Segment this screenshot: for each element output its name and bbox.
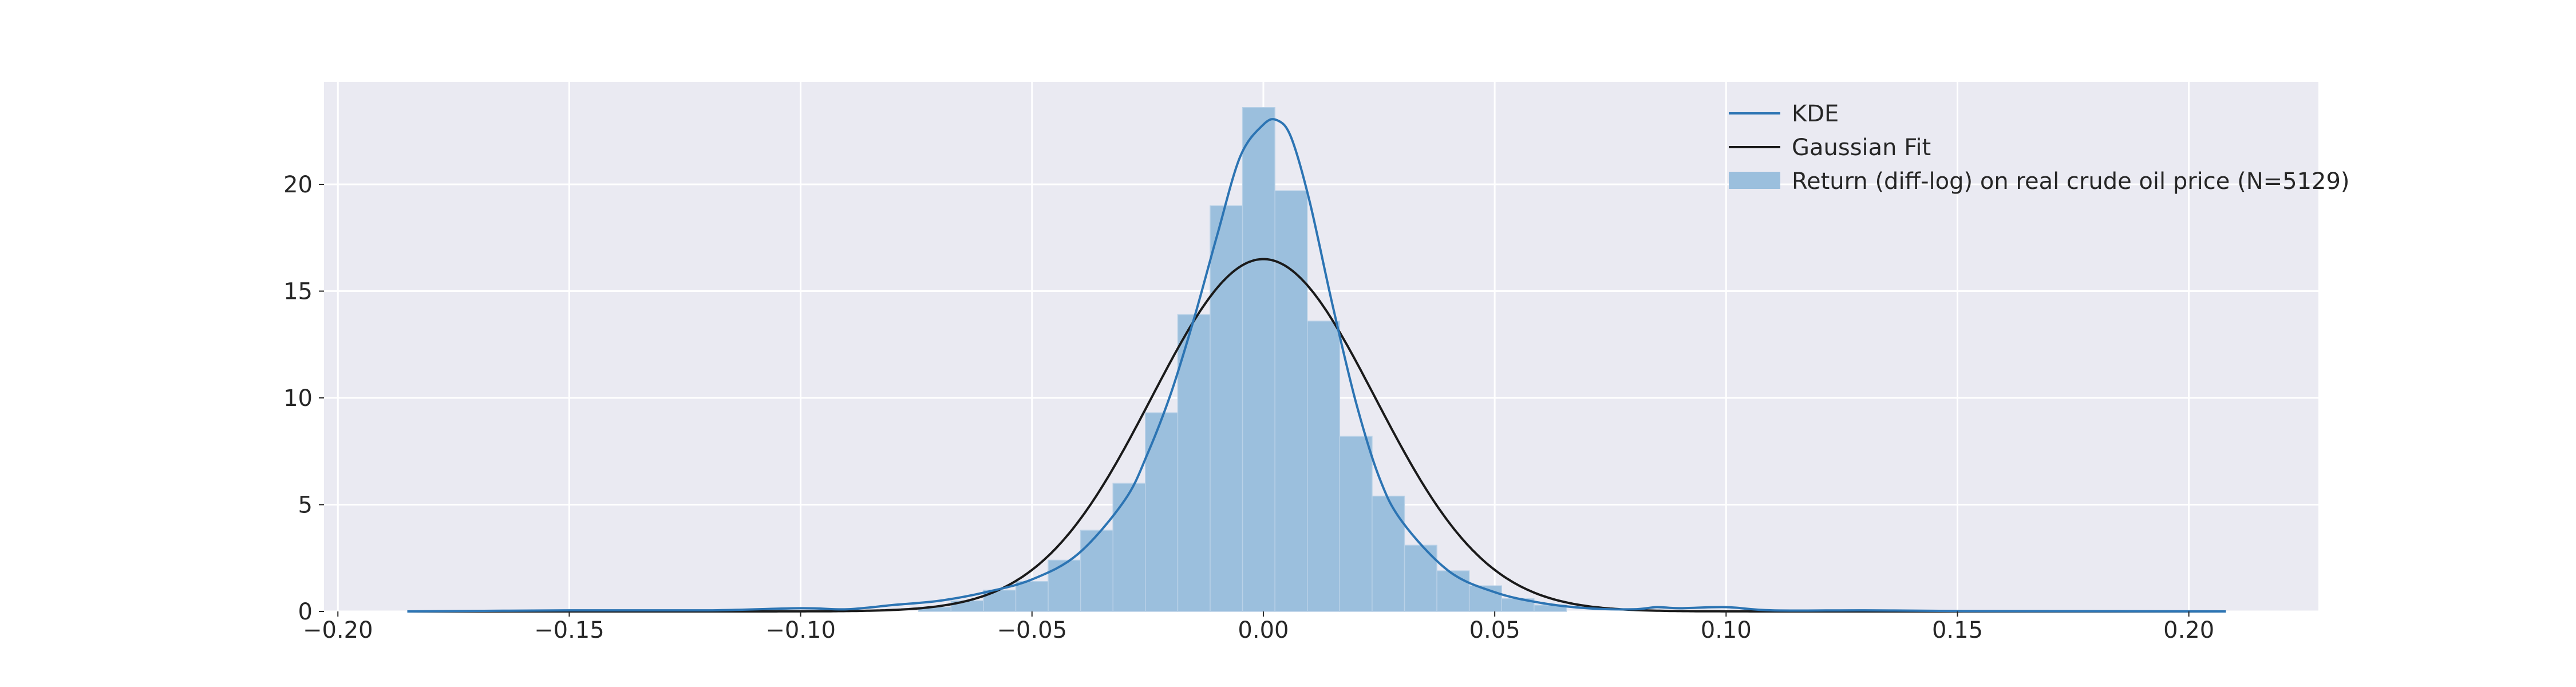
- x-tick-label: 0.05: [1469, 617, 1520, 643]
- x-tick-label: −0.05: [997, 617, 1067, 643]
- legend-histogram-label: Return (diff-log) on real crude oil pric…: [1792, 168, 2350, 195]
- y-tick-label: 5: [298, 492, 313, 519]
- y-tick-label: 10: [283, 385, 313, 412]
- x-tick-label: 0.00: [1238, 617, 1289, 643]
- histogram-bar: [1112, 483, 1146, 612]
- x-tick-label: 0.15: [1932, 617, 1983, 643]
- histogram-bar: [1177, 314, 1211, 612]
- x-tick-label: 0.20: [2163, 617, 2214, 643]
- histogram-bar: [1080, 530, 1113, 612]
- x-tick-label: 0.10: [1701, 617, 1752, 643]
- y-tick-label: 0: [298, 599, 313, 625]
- x-axis-ticks: −0.20 −0.15 −0.10 −0.05 0.00 0.05 0.10 0.15 0.20: [303, 611, 2214, 643]
- x-tick-label: −0.15: [534, 617, 605, 643]
- x-tick-label: −0.20: [303, 617, 373, 643]
- y-axis-ticks: 0 5 10 15 20: [283, 172, 324, 625]
- histogram-bar: [1436, 570, 1470, 612]
- y-tick-label: 15: [283, 279, 313, 305]
- histogram-bar: [1372, 495, 1405, 612]
- x-tick-label: −0.10: [765, 617, 836, 643]
- histogram-bar: [1339, 436, 1373, 612]
- legend-gaussian-label: Gaussian Fit: [1792, 135, 1931, 161]
- histogram-bar: [1210, 205, 1243, 612]
- histogram-bar: [1242, 107, 1275, 612]
- histogram-bar: [1048, 559, 1081, 612]
- histogram-bars: [918, 107, 1567, 612]
- histogram-bar: [1306, 320, 1341, 612]
- kde-line: [407, 118, 2226, 613]
- y-tick-label: 20: [283, 172, 313, 198]
- histogram-bar: [1274, 190, 1308, 612]
- histogram-bar: [1468, 585, 1503, 612]
- histogram-bar: [1015, 581, 1049, 612]
- legend: KDE Gaussian Fit Return (diff-log) on re…: [1729, 101, 2350, 195]
- histogram-bar: [1145, 412, 1179, 612]
- legend-kde-label: KDE: [1792, 101, 1839, 127]
- legend-histogram-swatch: [1729, 172, 1780, 189]
